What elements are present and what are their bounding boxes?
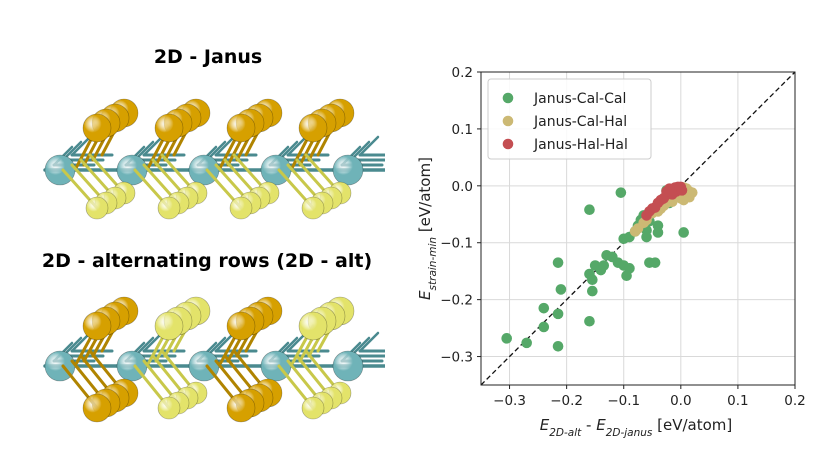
halogen-atom bbox=[157, 396, 181, 420]
legend-label: Janus-Cal-Cal bbox=[533, 91, 626, 107]
legend-label: Janus-Hal-Hal bbox=[533, 137, 628, 153]
janus-structure-render bbox=[43, 98, 385, 220]
data-point bbox=[678, 194, 689, 206]
bond bbox=[70, 135, 92, 157]
data-point bbox=[587, 285, 598, 297]
chalcogen-atom bbox=[82, 393, 112, 423]
y-tick-label: −0.2 bbox=[440, 293, 473, 309]
data-point bbox=[661, 186, 672, 197]
y-tick-label: −0.1 bbox=[440, 236, 473, 252]
bond bbox=[142, 331, 164, 353]
data-point bbox=[641, 231, 652, 243]
bond bbox=[214, 135, 236, 157]
data-point bbox=[584, 204, 595, 216]
metal-atom bbox=[332, 350, 364, 382]
halogen-atom bbox=[154, 311, 184, 341]
data-point bbox=[552, 257, 564, 268]
data-point bbox=[598, 260, 610, 271]
y-tick-label: 0.1 bbox=[452, 122, 473, 138]
data-point bbox=[555, 284, 567, 295]
bond bbox=[358, 135, 380, 157]
chalcogen-atom bbox=[226, 113, 256, 143]
x-tick-label: −0.3 bbox=[493, 393, 526, 409]
data-point bbox=[615, 187, 627, 198]
alt-structure-render bbox=[43, 296, 385, 423]
chalcogen-atom bbox=[226, 393, 256, 423]
diagonal-line bbox=[480, 71, 796, 386]
identity-line bbox=[480, 71, 796, 386]
chalcogen-atom bbox=[298, 113, 328, 143]
legend-marker bbox=[502, 115, 514, 127]
data-points bbox=[501, 181, 698, 352]
chalcogen-atom bbox=[226, 311, 256, 341]
legend-marker bbox=[502, 92, 514, 104]
x-tick-label: −0.2 bbox=[550, 393, 583, 409]
data-point bbox=[584, 315, 595, 327]
data-point bbox=[538, 302, 550, 314]
y-tick-label: −0.3 bbox=[440, 350, 473, 366]
halogen-atom bbox=[157, 196, 181, 220]
series-janus-cal-cal bbox=[501, 185, 689, 352]
data-point bbox=[501, 333, 512, 344]
bond bbox=[214, 331, 236, 353]
janus-structure-title: 2D - Janus bbox=[153, 46, 263, 68]
halogen-atom bbox=[298, 311, 328, 341]
data-point bbox=[538, 321, 550, 333]
x-tick-label: −0.1 bbox=[607, 393, 640, 409]
axis-ticks: −0.3 −0.3 −0.2 −0.2 −0.1 −0.1 0.0 0.0 0.1 0.1 0.2 0… bbox=[440, 65, 806, 409]
bond bbox=[286, 331, 308, 353]
halogen-atom bbox=[229, 196, 253, 220]
scatter-chart: −0.3 −0.3 −0.2 −0.2 −0.1 −0.1 0.0 0.0 0.1 0.1 0.2 0… bbox=[416, 65, 806, 439]
data-point bbox=[624, 263, 635, 274]
legend-marker bbox=[502, 138, 514, 150]
alt-structure-title: 2D - alternating rows (2D - alt) bbox=[41, 250, 373, 272]
data-point bbox=[521, 337, 532, 349]
data-point bbox=[676, 185, 688, 196]
x-tick-label: 0.2 bbox=[784, 393, 805, 409]
halogen-atom bbox=[85, 196, 109, 220]
x-tick-label: 0.0 bbox=[670, 393, 691, 409]
data-point bbox=[552, 308, 564, 320]
chalcogen-atom bbox=[154, 113, 184, 143]
series-janus-hal-hal bbox=[641, 181, 688, 221]
bond bbox=[70, 331, 92, 353]
data-point bbox=[587, 274, 598, 286]
bond bbox=[142, 135, 164, 157]
y-tick-label: 0.2 bbox=[452, 65, 473, 81]
data-point bbox=[686, 187, 698, 198]
metal-atom bbox=[332, 154, 364, 186]
data-point bbox=[649, 257, 661, 268]
y-tick-label: 0.0 bbox=[452, 179, 473, 195]
data-point bbox=[652, 227, 664, 238]
x-tick-label: 0.1 bbox=[727, 393, 748, 409]
legend-label: Janus-Cal-Hal bbox=[533, 114, 627, 130]
chalcogen-atom bbox=[82, 311, 112, 341]
halogen-atom bbox=[301, 396, 325, 420]
x-axis-label: E2D-alt - E2D-janus [eV/atom] bbox=[540, 416, 733, 439]
bond bbox=[358, 331, 380, 353]
chalcogen-atom bbox=[82, 113, 112, 143]
data-point bbox=[678, 227, 689, 238]
y-axis-label: Estrain-min [eV/atom] bbox=[416, 157, 439, 300]
legend: Janus-Cal-Cal Janus-Cal-Hal Janus-Hal-Hal bbox=[487, 78, 652, 160]
plot-frame bbox=[480, 71, 796, 386]
legend-box bbox=[487, 78, 652, 160]
data-point bbox=[552, 341, 564, 352]
bond bbox=[286, 135, 308, 157]
halogen-atom bbox=[301, 196, 325, 220]
